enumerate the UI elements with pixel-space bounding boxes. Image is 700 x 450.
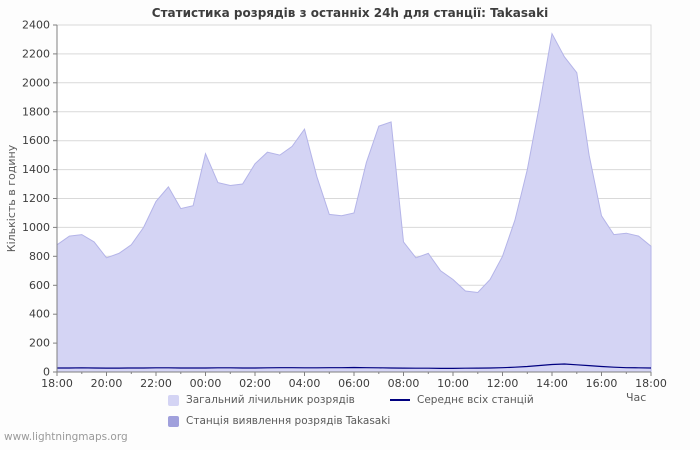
x-tick-label: 18:00 [635, 377, 667, 390]
y-tick-label: 800 [29, 250, 50, 263]
line-series-1 [57, 363, 652, 369]
y-tick-label: 600 [29, 279, 50, 292]
x-tick-label: 10:00 [437, 377, 469, 390]
area-series-0 [56, 32, 652, 373]
x-tick-label: 12:00 [487, 377, 519, 390]
watermark-link: www.lightningmaps.org [4, 431, 128, 443]
legend-item-total: Загальний лічильник розрядів [168, 394, 355, 406]
x-tick-label: 06:00 [338, 377, 370, 390]
x-tick-label: 16:00 [586, 377, 618, 390]
x-tick-label: 02:00 [239, 377, 271, 390]
y-tick-label: 1800 [22, 105, 50, 118]
average-line-swatch [390, 399, 410, 401]
station-series-swatch [168, 415, 179, 427]
y-tick-label: 2200 [22, 47, 50, 60]
y-axis-label: Кількість в годину [5, 144, 18, 253]
y-tick-label: 1000 [22, 221, 50, 234]
x-tick-label: 22:00 [140, 377, 172, 390]
legend-label-total: Загальний лічильник розрядів [186, 394, 355, 406]
legend-label-average: Середнє всіх станцій [417, 394, 534, 406]
chart-title: Статистика розрядів з останніх 24h для с… [151, 6, 549, 20]
total-series-swatch [168, 394, 179, 406]
y-tick-label: 2000 [22, 76, 50, 89]
y-tick-label: 1200 [22, 192, 50, 205]
x-tick-label: 20:00 [91, 377, 123, 390]
y-tick-label: 2400 [22, 19, 50, 32]
y-tick-label: 0 [43, 366, 50, 379]
legend-item-average: Середнє всіх станцій [390, 394, 534, 406]
x-tick-label: 14:00 [536, 377, 568, 390]
y-tick-label: 400 [29, 308, 50, 321]
x-tick-label: 08:00 [388, 377, 420, 390]
x-tick-label: 04:00 [289, 377, 321, 390]
y-tick-label: 1400 [22, 163, 50, 176]
x-axis-label: Час [626, 391, 647, 404]
legend-label-station: Станція виявлення розрядів Takasaki [186, 415, 391, 427]
y-tick-label: 200 [29, 337, 50, 350]
x-tick-label: 00:00 [190, 377, 222, 390]
y-tick-label: 1600 [22, 134, 50, 147]
legend-item-station: Станція виявлення розрядів Takasaki [168, 415, 390, 427]
x-tick-label: 18:00 [41, 377, 73, 390]
